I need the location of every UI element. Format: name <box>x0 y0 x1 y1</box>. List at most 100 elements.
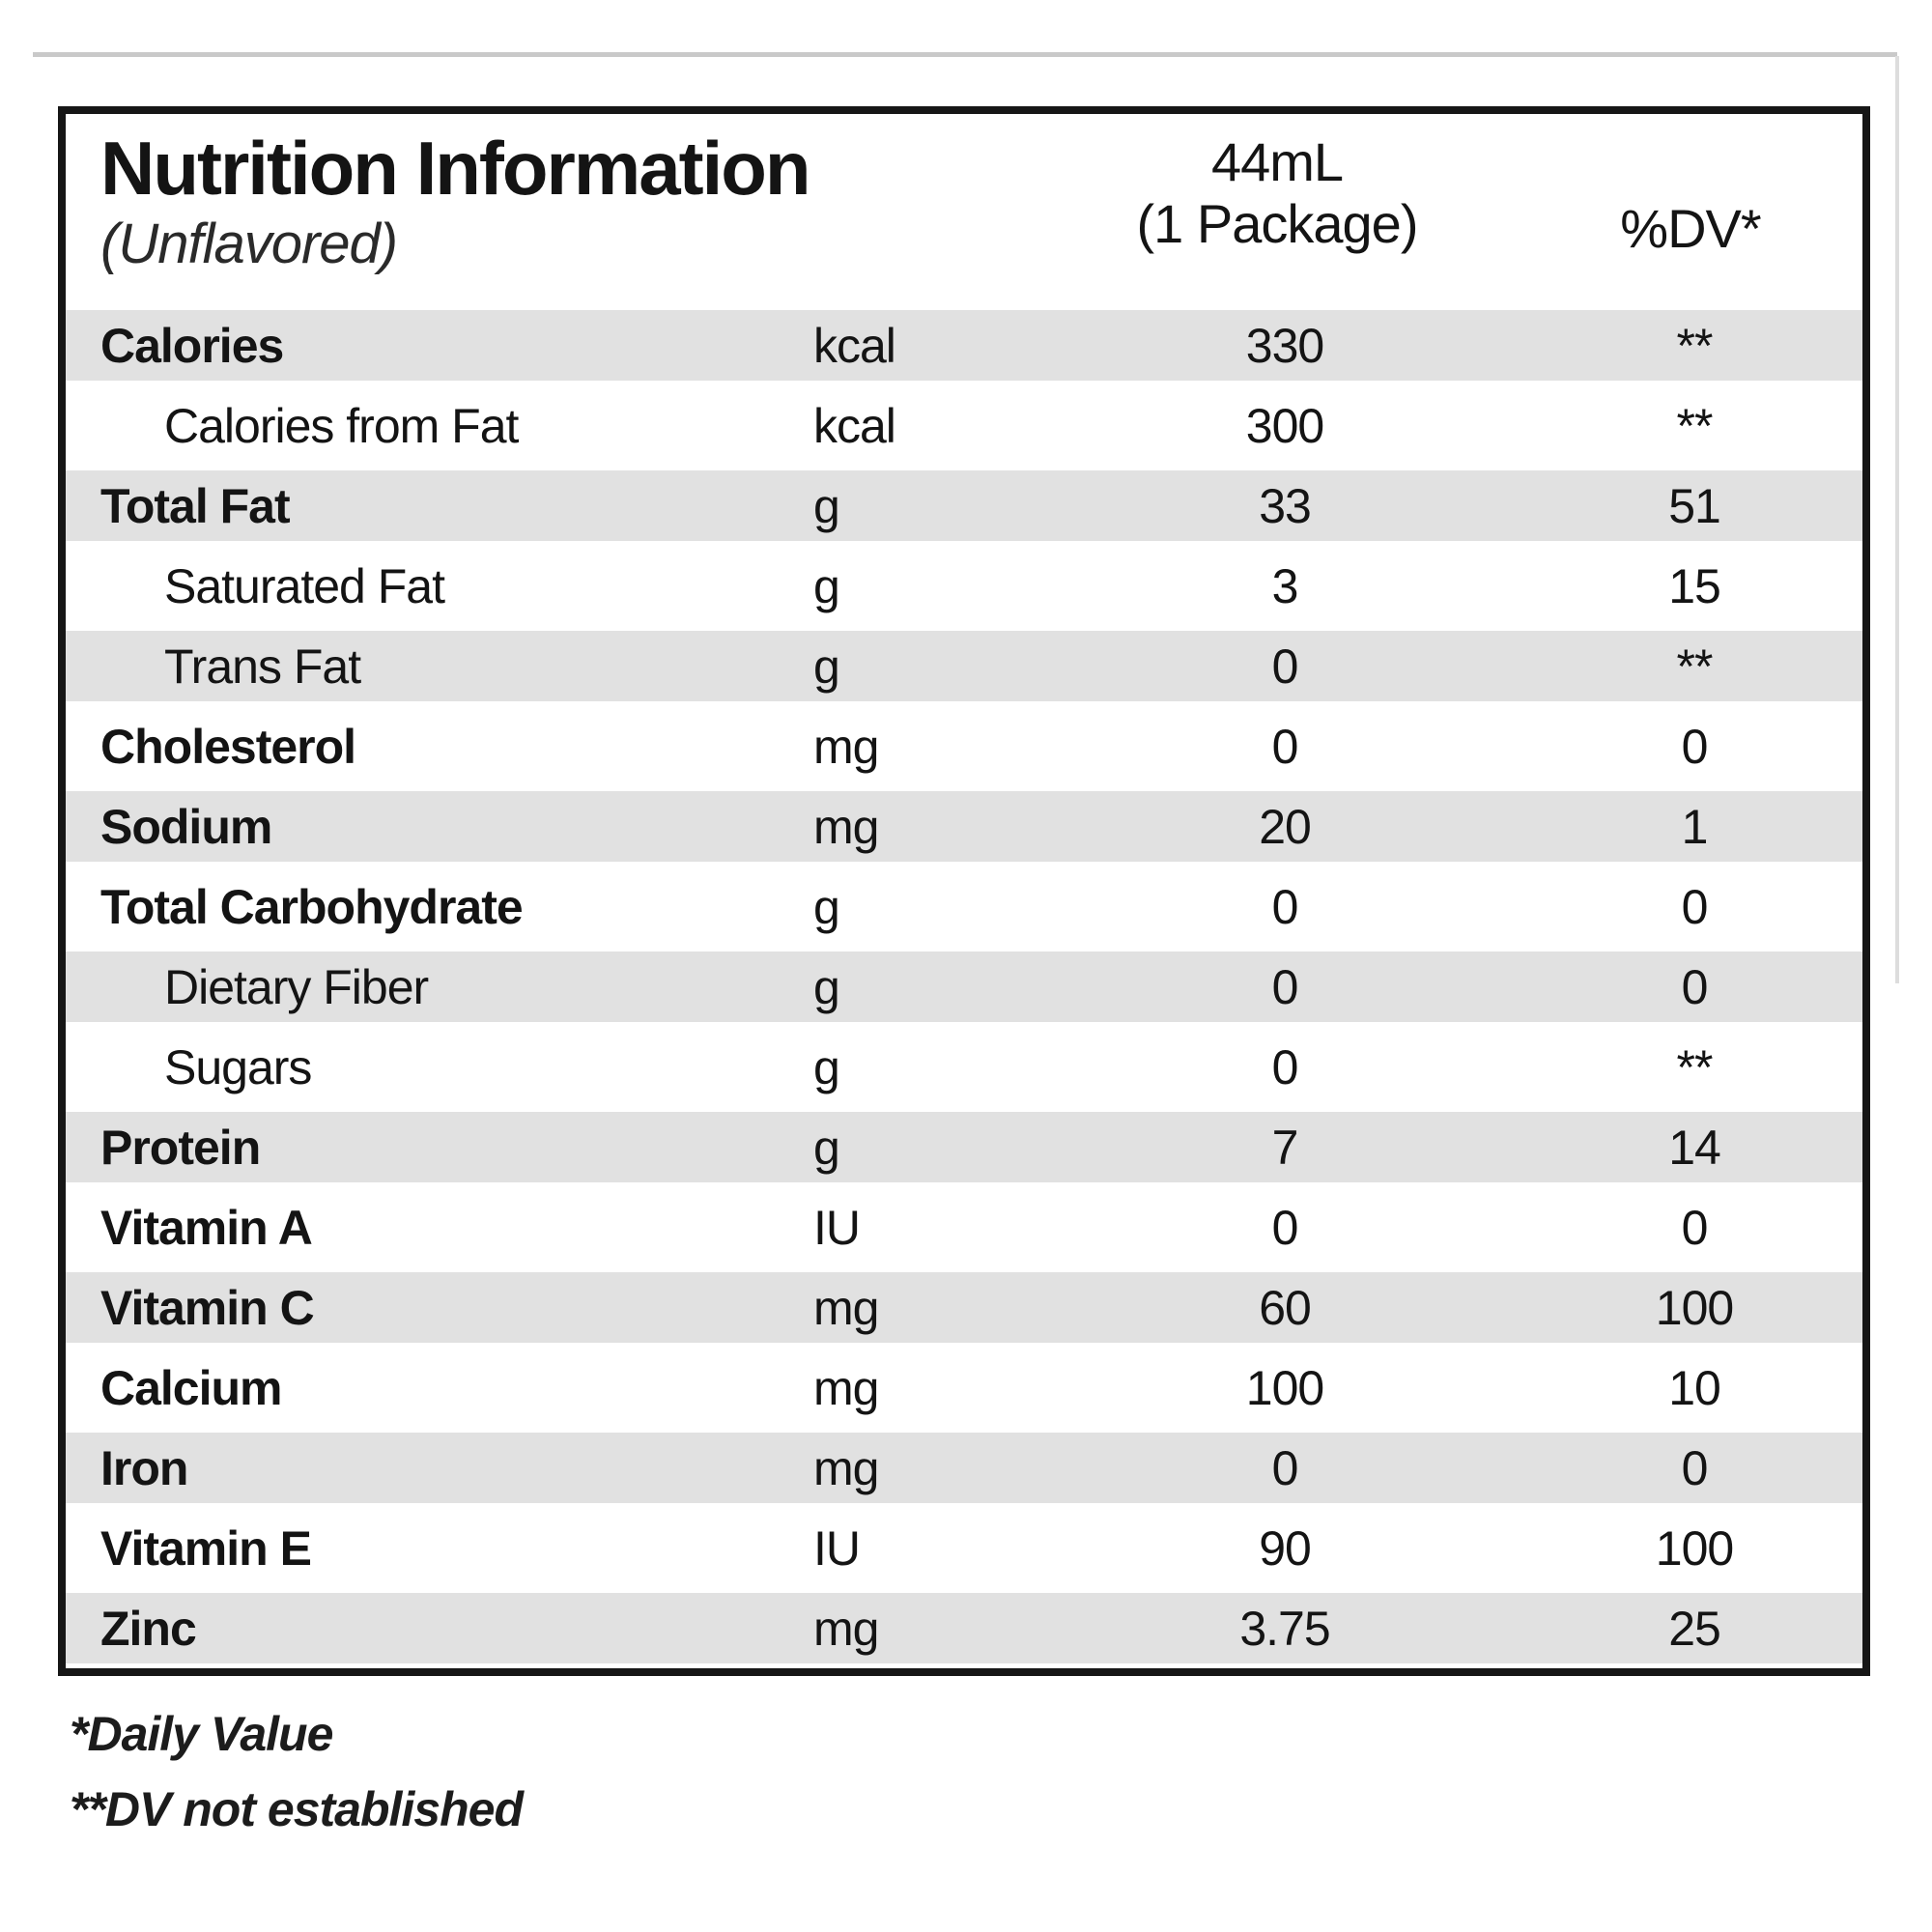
nutrient-unit-cell: g <box>813 959 840 1014</box>
label-subtitle: (Unflavored) <box>100 213 398 275</box>
nutrient-amount-cell: 0 <box>1271 639 1299 694</box>
nutrient-name-cell: Sugars <box>164 1039 312 1094</box>
nutrient-amount-cell: 7 <box>1271 1120 1299 1175</box>
nutrient-dv-cell: 1 <box>1681 799 1709 854</box>
label-title: Nutrition Information <box>100 126 811 211</box>
serving-qualifier: (1 Package) <box>1136 193 1419 254</box>
table-row: Calories from Fat kcal 300 ** <box>66 385 1862 466</box>
nutrient-dv-cell: 0 <box>1681 879 1709 934</box>
nutrition-rows: Calories kcal 330 ** Calories from Fat k… <box>66 305 1862 1668</box>
nutrient-name-cell: Vitamin A <box>100 1200 313 1255</box>
nutrient-dv-cell: 0 <box>1681 1440 1709 1495</box>
nutrient-name-cell: Trans Fat <box>164 639 361 694</box>
table-row: Sugars g 0 ** <box>66 1027 1862 1107</box>
nutrient-amount-cell: 0 <box>1271 959 1299 1014</box>
nutrient-unit-cell: g <box>813 1120 840 1175</box>
table-row: Total Carbohydrate g 0 0 <box>66 867 1862 947</box>
nutrient-amount-cell: 0 <box>1271 719 1299 774</box>
nutrient-name-cell: Sodium <box>100 799 272 854</box>
nutrient-name-cell: Saturated Fat <box>164 558 445 613</box>
nutrient-unit-cell: kcal <box>813 398 896 453</box>
table-row: Calories kcal 330 ** <box>66 305 1862 385</box>
nutrient-dv-cell: ** <box>1676 639 1714 694</box>
table-row: Zinc mg 3.75 25 <box>66 1588 1862 1668</box>
nutrient-unit-cell: g <box>813 879 840 934</box>
nutrient-amount-cell: 3 <box>1271 558 1299 613</box>
nutrient-dv-cell: ** <box>1676 318 1714 373</box>
nutrient-dv-cell: 25 <box>1668 1601 1721 1656</box>
label-title-block: Nutrition Information (Unflavored) <box>66 114 1036 305</box>
nutrient-dv-cell: ** <box>1676 1039 1714 1094</box>
nutrient-unit-cell: kcal <box>813 318 896 373</box>
table-row: Iron mg 0 0 <box>66 1428 1862 1508</box>
nutrient-amount-cell: 0 <box>1271 1200 1299 1255</box>
table-row: Trans Fat g 0 ** <box>66 626 1862 706</box>
nutrient-amount-cell: 100 <box>1245 1360 1324 1415</box>
nutrient-unit-cell: IU <box>813 1200 861 1255</box>
nutrient-amount-cell: 60 <box>1259 1280 1312 1335</box>
nutrient-unit-cell: g <box>813 558 840 613</box>
label-header: Nutrition Information (Unflavored) 44mL … <box>66 114 1862 305</box>
nutrient-name-cell: Calories from Fat <box>164 398 519 453</box>
nutrient-unit-cell: g <box>813 1039 840 1094</box>
nutrient-unit-cell: mg <box>813 1360 879 1415</box>
table-row: Calcium mg 100 10 <box>66 1348 1862 1428</box>
nutrient-dv-cell: 100 <box>1655 1520 1734 1576</box>
nutrient-amount-cell: 0 <box>1271 1440 1299 1495</box>
nutrient-dv-cell: 10 <box>1668 1360 1721 1415</box>
nutrient-name-cell: Total Fat <box>100 478 291 533</box>
nutrient-name-cell: Calcium <box>100 1360 283 1415</box>
nutrient-dv-cell: 15 <box>1668 558 1721 613</box>
nutrient-amount-cell: 90 <box>1259 1520 1312 1576</box>
nutrient-unit-cell: mg <box>813 1280 879 1335</box>
footnotes: *Daily Value **DV not established <box>70 1696 524 1847</box>
serving-header: 44mL (1 Package) <box>1036 114 1519 305</box>
scan-edge-artifact-right <box>1895 56 1899 983</box>
nutrient-dv-cell: 100 <box>1655 1280 1734 1335</box>
nutrient-amount-cell: 33 <box>1259 478 1312 533</box>
nutrient-name-cell: Cholesterol <box>100 719 356 774</box>
nutrient-amount-cell: 3.75 <box>1239 1601 1330 1656</box>
footnote-daily-value: *Daily Value <box>70 1707 333 1761</box>
nutrition-label: Nutrition Information (Unflavored) 44mL … <box>58 106 1870 1676</box>
serving-size: 44mL <box>1210 131 1344 192</box>
nutrient-unit-cell: mg <box>813 1601 879 1656</box>
scan-edge-artifact-top <box>33 52 1897 57</box>
table-row: Total Fat g 33 51 <box>66 466 1862 546</box>
table-row: Protein g 7 14 <box>66 1107 1862 1187</box>
nutrient-dv-cell: 14 <box>1668 1120 1721 1175</box>
nutrient-name-cell: Vitamin C <box>100 1280 315 1335</box>
footnote-dv-not-established: **DV not established <box>70 1782 524 1836</box>
nutrient-name-cell: Dietary Fiber <box>164 959 429 1014</box>
table-row: Vitamin C mg 60 100 <box>66 1267 1862 1348</box>
nutrient-name-cell: Vitamin E <box>100 1520 312 1576</box>
table-row: Dietary Fiber g 0 0 <box>66 947 1862 1027</box>
nutrient-amount-cell: 330 <box>1245 318 1324 373</box>
nutrient-dv-cell: 0 <box>1681 1200 1709 1255</box>
table-row: Vitamin A IU 0 0 <box>66 1187 1862 1267</box>
nutrient-name-cell: Iron <box>100 1440 188 1495</box>
table-row: Saturated Fat g 3 15 <box>66 546 1862 626</box>
nutrient-unit-cell: g <box>813 478 840 533</box>
nutrient-dv-cell: 0 <box>1681 719 1709 774</box>
nutrient-amount-cell: 20 <box>1259 799 1312 854</box>
nutrient-unit-cell: mg <box>813 799 879 854</box>
nutrient-name-cell: Protein <box>100 1120 261 1175</box>
nutrient-unit-cell: mg <box>813 719 879 774</box>
nutrient-unit-cell: mg <box>813 1440 879 1495</box>
nutrient-unit-cell: IU <box>813 1520 861 1576</box>
table-row: Cholesterol mg 0 0 <box>66 706 1862 786</box>
nutrient-name-cell: Calories <box>100 318 284 373</box>
nutrient-dv-cell: 51 <box>1668 478 1721 533</box>
dv-column-header: %DV* <box>1620 198 1761 259</box>
nutrient-dv-cell: ** <box>1676 398 1714 453</box>
nutrient-amount-cell: 300 <box>1245 398 1324 453</box>
nutrient-unit-cell: g <box>813 639 840 694</box>
nutrient-name-cell: Total Carbohydrate <box>100 879 524 934</box>
nutrient-name-cell: Zinc <box>100 1601 197 1656</box>
nutrient-amount-cell: 0 <box>1271 879 1299 934</box>
nutrient-amount-cell: 0 <box>1271 1039 1299 1094</box>
table-row: Sodium mg 20 1 <box>66 786 1862 867</box>
table-row: Vitamin E IU 90 100 <box>66 1508 1862 1588</box>
nutrient-dv-cell: 0 <box>1681 959 1709 1014</box>
